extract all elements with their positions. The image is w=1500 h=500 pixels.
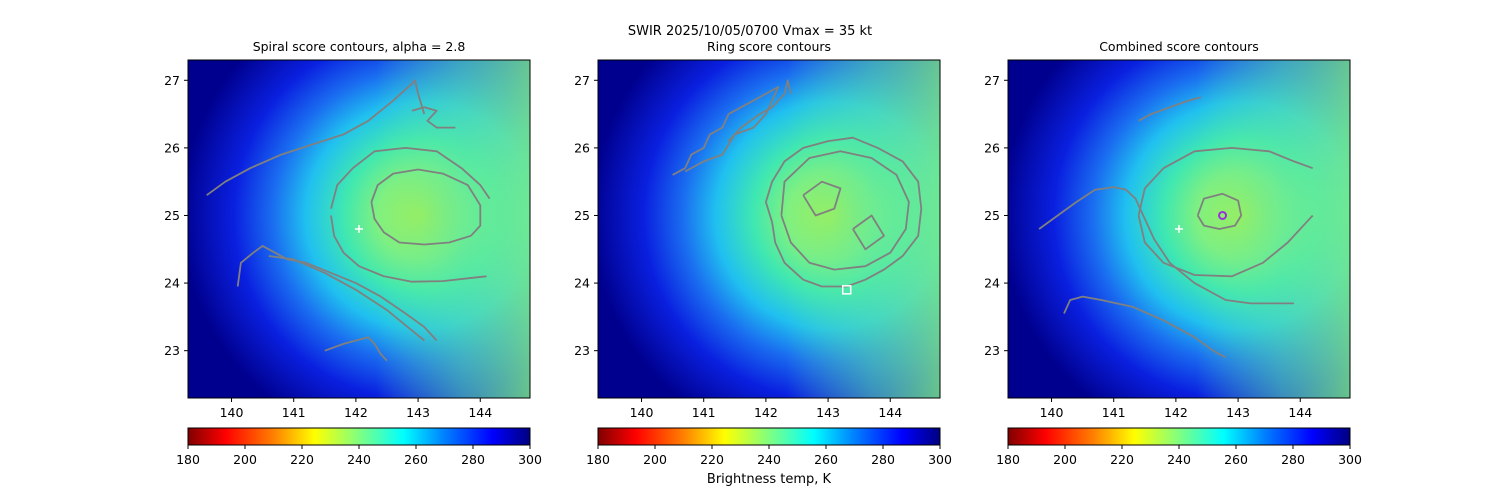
x-tick-label: 142 [1164,405,1188,420]
contour-line-1 [206,79,426,196]
panel-3-title: Combined score contours [1099,39,1259,54]
brightness-field-east [598,60,940,398]
colorbar-tick-label: 300 [1338,452,1362,467]
axes-frame [1007,59,1351,399]
colorbar [597,427,941,446]
x-tick-label: 143 [1226,405,1250,420]
panel-1: 140 141 142 143 144 23 24 25 26 27 180 200 220 240 260… [164,59,542,467]
contour-line-5 [1137,214,1314,278]
x-tick-label: 143 [406,405,430,420]
colorbar [1007,427,1351,446]
axes-frame [597,59,941,399]
contour-line-4 [1137,147,1314,216]
colorbar-tick-label: 240 [1167,452,1191,467]
colorbar-tick-label: 240 [347,452,371,467]
colorbar-tick-label: 180 [996,452,1020,467]
contour-set [206,79,491,362]
y-tick-label: 25 [164,208,180,223]
panel-3: 140 141 142 143 144 23 24 25 26 27 180 200 220 240 260… [984,59,1362,467]
contour-line-2 [411,106,456,129]
x-tick-label: 140 [220,405,244,420]
y-tick-label: 26 [574,140,590,155]
center-marker-plus [1175,225,1183,233]
y-tick-label: 27 [574,73,590,88]
x-tick-label: 141 [692,405,716,420]
panel-2-title: Ring score contours [706,39,832,54]
contour-line-4 [780,150,910,271]
contour-line-6 [852,214,885,251]
panel-1-title: Spiral score contours, alpha = 2.8 [252,39,466,54]
x-tick-label: 144 [1288,405,1312,420]
colorbar-tick-label: 180 [176,452,200,467]
contour-line-2 [1038,186,1294,305]
colorbar-tick-label: 220 [290,452,314,467]
colorbar-tick-label: 280 [461,452,485,467]
contour-line-1 [1138,96,1202,122]
colorbar-tick-label: 200 [643,452,667,467]
x-tick-label: 142 [344,405,368,420]
center-marker-plus [355,225,363,233]
contour-line-7 [268,255,425,342]
y-tick-label: 24 [164,276,180,291]
colorbar-tick-label: 240 [757,452,781,467]
colorbar-tick-label: 260 [1224,452,1248,467]
center-marker-circle [1218,210,1228,220]
contour-line-5 [802,180,842,217]
x-tick-label: 140 [630,405,654,420]
contour-line-4 [330,215,487,283]
contour-set [1038,96,1314,359]
y-tick-label: 27 [164,73,180,88]
contour-line-3 [1063,295,1227,359]
contour-line-3 [765,136,923,288]
colorbar-label: Brightness temp, K [706,472,832,487]
y-tick-label: 25 [984,208,1000,223]
contour-line-1 [672,86,780,176]
colorbar-tick-label: 260 [404,452,428,467]
colorbar-tick-label: 180 [586,452,610,467]
x-tick-label: 141 [1102,405,1126,420]
panel-2: 140 141 142 143 144 23 24 25 26 27 180 200 220 240 260… [574,59,952,467]
colorbar-tick-label: 260 [814,452,838,467]
y-tick-label: 23 [164,343,180,358]
colorbar-tick-label: 200 [1053,452,1077,467]
x-tick-label: 142 [754,405,778,420]
y-tick-label: 25 [574,208,590,223]
colorbar [187,427,531,446]
colorbar-tick-label: 300 [518,452,542,467]
center-marker-square [841,285,852,295]
y-tick-label: 23 [574,343,590,358]
y-tick-label: 24 [984,276,1000,291]
y-tick-label: 26 [164,140,180,155]
colorbar-tick-label: 280 [1281,452,1305,467]
y-tick-label: 24 [574,276,590,291]
axes-frame [187,59,531,399]
contour-line-8 [324,336,388,362]
contour-line-3 [330,147,491,209]
x-tick-label: 141 [282,405,306,420]
colorbar-tick-label: 220 [700,452,724,467]
x-tick-label: 144 [468,405,492,420]
contour-line-5 [370,168,482,246]
y-tick-label: 27 [984,73,1000,88]
x-tick-label: 143 [816,405,840,420]
colorbar-tick-label: 220 [1110,452,1134,467]
colorbar-tick-label: 300 [928,452,952,467]
contour-line-2 [727,79,792,142]
x-tick-label: 144 [878,405,902,420]
x-tick-label: 140 [1040,405,1064,420]
figure-suptitle: SWIR 2025/10/05/0700 Vmax = 35 kt [627,24,873,39]
colorbar-tick-label: 200 [233,452,257,467]
contour-line-6 [1196,192,1243,230]
y-tick-label: 26 [984,140,1000,155]
colorbar-tick-label: 280 [871,452,895,467]
y-tick-label: 23 [984,343,1000,358]
contour-set [672,79,923,288]
